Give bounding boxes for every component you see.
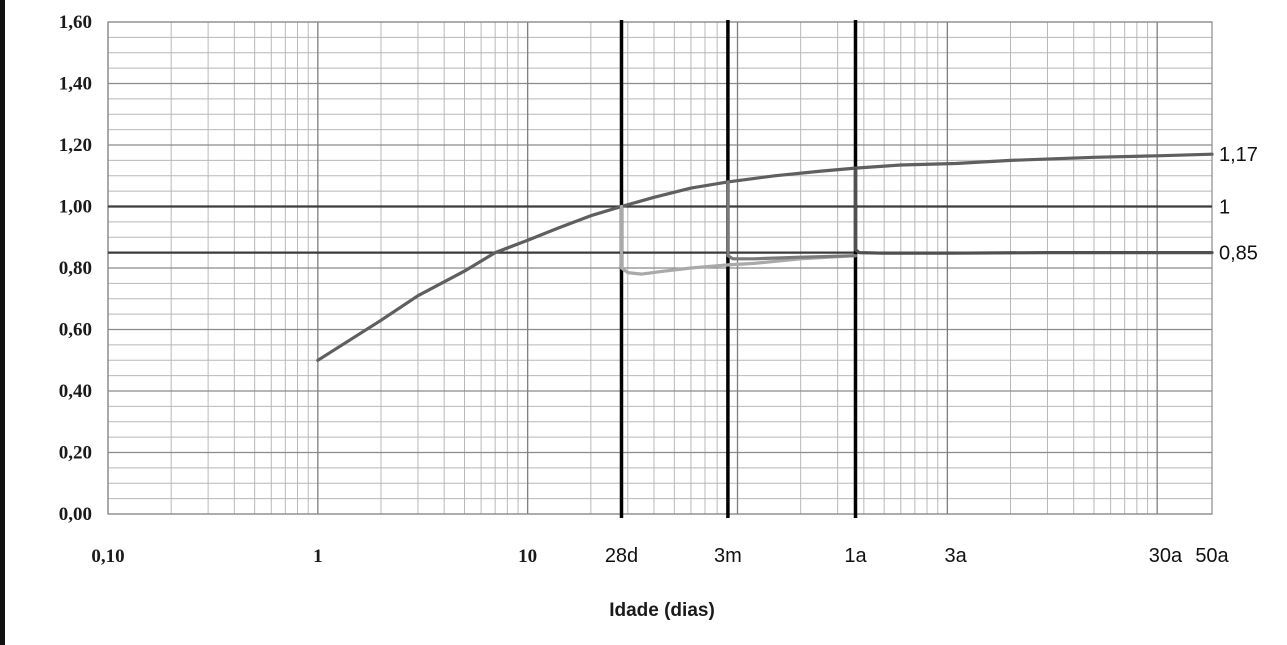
series-group xyxy=(316,152,1214,362)
x-tick-label: 1a xyxy=(844,545,867,567)
reference-vlines xyxy=(619,20,858,518)
y-tick-label: 0,20 xyxy=(59,443,92,464)
x-tick-label: 30a xyxy=(1149,545,1183,567)
series-line xyxy=(316,152,1214,362)
right-value-label: 1 xyxy=(1219,197,1230,219)
x-axis-title: Idade (dias) xyxy=(609,600,715,621)
x-tick-label: 0,10 xyxy=(91,546,124,567)
x-tick-labels: 0,10 1 10 28d 3m 1a 3a 30a 50a xyxy=(91,545,1229,567)
y-tick-label: 1,40 xyxy=(59,74,92,95)
y-tick-labels: 0,00 0,20 0,40 0,60 0,80 1,00 1,20 1,40 1,60 xyxy=(59,12,92,525)
major-grid xyxy=(107,21,1213,515)
y-tick-label: 1,20 xyxy=(59,135,92,156)
y-tick-label: 0,60 xyxy=(59,320,92,341)
x-tick-label: 1 xyxy=(313,546,323,567)
x-tick-label: 3a xyxy=(944,545,967,567)
y-tick-label: 0,00 xyxy=(59,504,92,525)
left-border xyxy=(0,0,5,645)
x-tick-label: 28d xyxy=(605,545,638,567)
reference-hlines xyxy=(108,205,1212,254)
right-value-label: 0,85 xyxy=(1219,243,1258,265)
series-line xyxy=(726,180,858,261)
series-line xyxy=(853,168,1214,255)
x-tick-label: 3m xyxy=(714,545,742,567)
x-tick-label: 10 xyxy=(518,546,537,567)
x-tick-label: 50a xyxy=(1195,545,1229,567)
y-tick-label: 1,00 xyxy=(59,197,92,218)
right-value-label: 1,17 xyxy=(1219,144,1258,166)
y-tick-label: 0,40 xyxy=(59,381,92,402)
series-line xyxy=(619,204,858,276)
right-labels: 1,17 1 0,85 xyxy=(1219,144,1258,264)
plot-border xyxy=(107,21,1213,515)
y-tick-label: 1,60 xyxy=(59,12,92,33)
y-tick-label: 0,80 xyxy=(59,258,92,279)
